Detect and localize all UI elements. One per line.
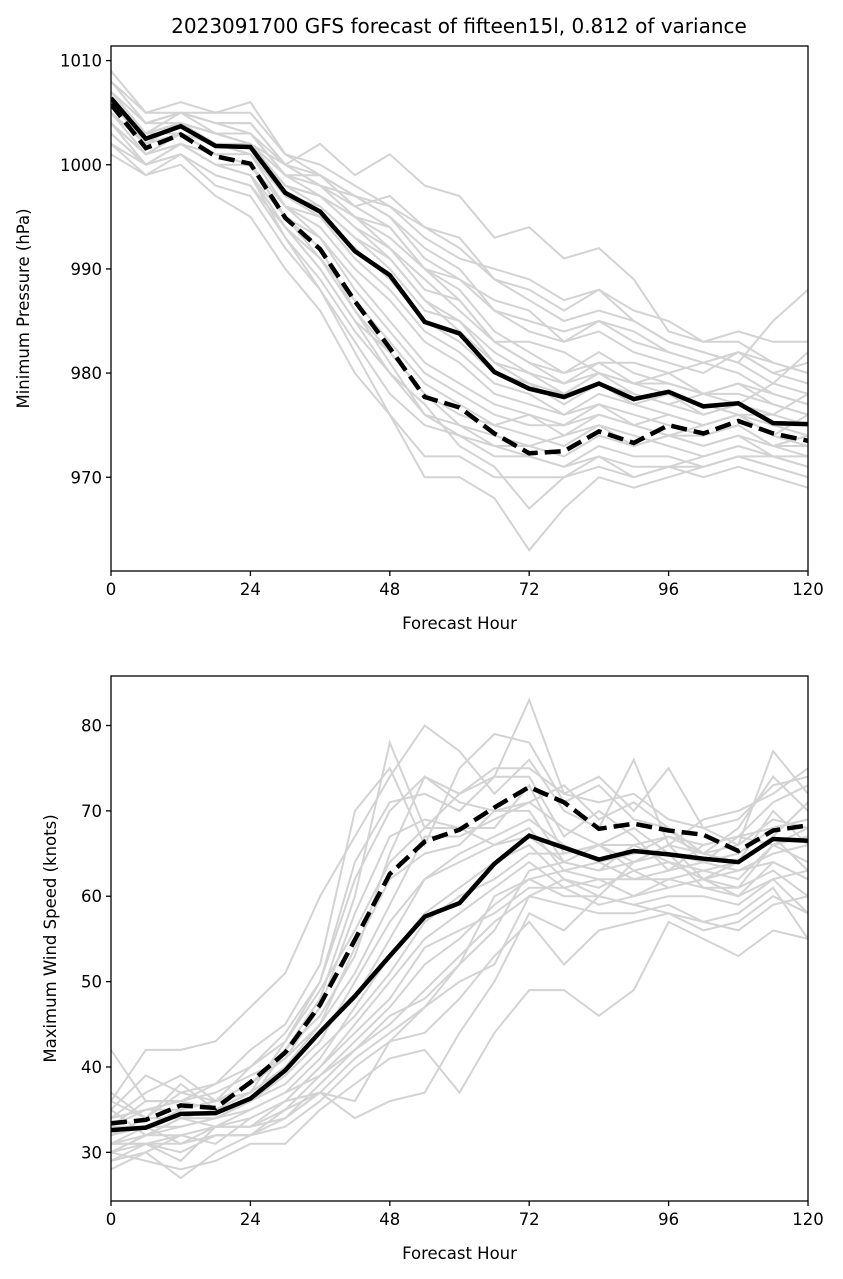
y-tick-label: 1000 [60,156,102,175]
wind-reconstruction-line [111,784,808,1126]
ensemble-member-line [111,826,808,1145]
wind-axes-frame [110,675,809,1202]
ensemble-member-line [111,895,808,1163]
x-tick-label: 0 [106,1210,117,1229]
pressure-y-ticks: 970 980 990 1000 1010 [60,52,111,487]
ensemble-member-line [111,818,808,1137]
ensemble-member-line [111,886,808,1162]
ensemble-member-line [111,91,808,375]
ensemble-member-line [111,91,808,375]
wind-ensemble-members [111,697,808,1180]
x-tick-label: 48 [379,1210,400,1229]
pressure-ensemble-members [111,70,808,552]
ensemble-member-line [111,844,808,1162]
y-tick-label: 70 [81,802,102,821]
ensemble-member-line [111,143,808,510]
y-tick-label: 30 [81,1143,102,1162]
y-tick-label: 990 [71,260,103,279]
x-tick-label: 120 [792,1210,824,1229]
ensemble-member-line [111,827,808,1128]
pressure-y-axis-label: Minimum Pressure (hPa) [14,208,33,408]
chart-title: 2023091700 GFS forecast of fifteen15l, 0… [171,14,747,38]
ensemble-member-line [111,91,808,395]
ensemble-member-line [111,801,808,1154]
ensemble-member-line [111,860,808,1154]
x-tick-label: 72 [519,1210,540,1229]
ensemble-member-line [111,767,808,1120]
ensemble-member-line [111,732,808,1111]
pressure-x-ticks: 0 24 48 72 96 120 [106,571,824,599]
y-tick-label: 60 [81,887,102,906]
ensemble-member-line [111,101,808,416]
ensemble-member-line [111,153,808,479]
ensemble-member-line [111,111,808,416]
wind-y-ticks: 30 40 50 60 70 80 [81,717,111,1162]
wind-y-axis-label: Maximum Wind Speed (knots) [41,814,60,1062]
ensemble-member-line [111,843,808,1145]
x-tick-label: 24 [240,580,261,599]
ensemble-member-line [111,869,808,1145]
ensemble-member-line [111,70,808,385]
x-tick-label: 96 [658,1210,679,1229]
y-tick-label: 970 [71,468,103,487]
pressure-x-axis-label: Forecast Hour [402,614,517,633]
pressure-reconstruction-line [111,102,808,456]
ensemble-member-line [111,775,808,1120]
ensemble-member-line [111,122,808,448]
wind-deterministic-line [111,833,808,1133]
y-tick-label: 980 [71,364,103,383]
x-tick-label: 0 [106,580,117,599]
wind-x-ticks: 0 24 48 72 96 120 [106,1201,824,1229]
ensemble-member-line [111,80,808,364]
y-tick-label: 40 [81,1058,102,1077]
pressure-deterministic-line [111,96,808,427]
x-tick-label: 24 [240,1210,261,1229]
x-tick-label: 48 [379,580,400,599]
y-tick-label: 1010 [60,52,102,71]
pressure-panel: 2023091700 GFS forecast of fifteen15l, 0… [14,14,824,633]
pressure-axes-frame [110,45,809,572]
ensemble-member-line [111,895,808,1180]
ensemble-member-line [111,101,808,406]
ensemble-member-line [111,801,808,1120]
ensemble-member-line [111,132,808,458]
ensemble-member-line [111,80,808,343]
ensemble-member-line [111,920,808,1171]
ensemble-member-line [111,724,808,1102]
x-tick-label: 72 [519,580,540,599]
y-tick-label: 50 [81,973,102,992]
wind-x-axis-label: Forecast Hour [402,1244,517,1263]
y-tick-label: 80 [81,717,102,736]
x-tick-label: 120 [792,580,824,599]
x-tick-label: 96 [658,580,679,599]
ensemble-member-line [111,835,808,1137]
ensemble-member-line [111,122,808,437]
